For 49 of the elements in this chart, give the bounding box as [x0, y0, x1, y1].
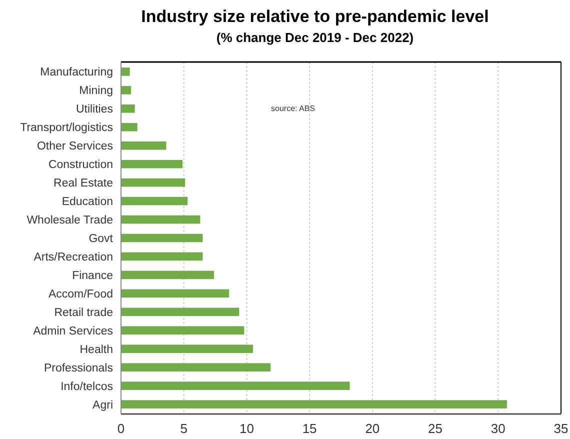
bar — [121, 252, 203, 261]
annotation: source: ABS — [271, 104, 316, 113]
bar — [121, 289, 230, 298]
y-tick-label: Admin Services — [33, 325, 114, 338]
y-tick-label: Construction — [48, 159, 113, 172]
chart-subtitle: (% change Dec 2019 - Dec 2022) — [216, 30, 414, 45]
y-tick-label: Retail trade — [54, 306, 113, 319]
y-tick-label: Finance — [72, 270, 113, 282]
bar — [121, 68, 130, 76]
bar — [121, 270, 214, 280]
bar — [121, 234, 203, 242]
y-tick-label: Health — [80, 344, 113, 356]
bar — [121, 215, 200, 224]
y-tick-label: Agri — [92, 399, 113, 412]
x-tick-label: 25 — [428, 421, 443, 436]
bar — [121, 400, 507, 408]
bar — [121, 308, 240, 316]
chart-title: Industry size relative to pre-pandemic level — [141, 7, 489, 26]
x-tick-label: 20 — [365, 421, 380, 436]
bar — [121, 122, 138, 132]
y-tick-label: Professionals — [44, 362, 114, 374]
y-tick-label: Transport/logistics — [20, 122, 114, 134]
y-tick-label: Arts/Recreation — [34, 252, 113, 264]
x-tick-label: 30 — [490, 421, 506, 436]
bar — [121, 178, 186, 187]
y-tick-label: Accom/Food — [48, 288, 113, 300]
y-tick-label: Wholesale Trade — [26, 214, 113, 227]
bar — [121, 160, 183, 168]
y-tick-label: Education — [62, 196, 113, 208]
y-tick-label: Real Estate — [54, 178, 113, 190]
bar — [121, 326, 244, 335]
x-tick-label: 5 — [180, 421, 188, 436]
y-tick-label: Utilities — [76, 104, 114, 116]
y-tick-label: Mining — [79, 85, 113, 98]
x-tick-label: 35 — [554, 421, 568, 436]
y-tick-label: Govt — [88, 233, 114, 246]
bar — [121, 382, 350, 390]
bar — [121, 104, 135, 113]
bar — [121, 344, 253, 354]
y-tick-label: Other Services — [36, 140, 114, 153]
y-tick-label: Manufacturing — [40, 66, 113, 79]
bar — [121, 141, 166, 150]
bar — [121, 363, 271, 372]
y-tick-label: Info/telcos — [60, 380, 114, 393]
bar — [121, 86, 132, 94]
x-tick-label: 15 — [302, 421, 317, 436]
bar — [121, 196, 188, 206]
x-tick-label: 10 — [239, 421, 254, 436]
x-tick-label: 0 — [117, 421, 125, 436]
